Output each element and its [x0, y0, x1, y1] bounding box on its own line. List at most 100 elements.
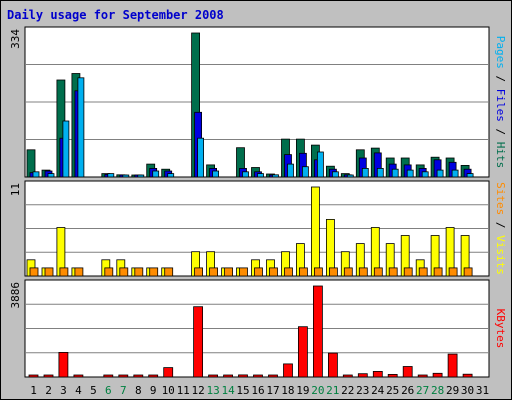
series-legend-label: KBytes — [494, 309, 507, 349]
x-tick-label: 26 — [401, 384, 414, 397]
x-tick-label: 23 — [356, 384, 369, 397]
x-tick-label: 15 — [236, 384, 249, 397]
bar-pages — [406, 169, 414, 178]
bar-pages — [197, 137, 205, 178]
bar-pages — [451, 169, 459, 178]
bar-sites — [224, 267, 234, 277]
legend-part: KBytes — [494, 309, 507, 349]
bar-pages — [376, 167, 384, 178]
legend-part: Sites — [494, 182, 507, 215]
bar-sites — [403, 267, 413, 277]
bar-sites — [284, 267, 293, 277]
bar-sites — [388, 267, 398, 277]
panel-kbytes: 3886 KBytes — [9, 279, 507, 378]
bar-pages — [346, 174, 354, 178]
bar-sites — [313, 267, 323, 277]
bar-sites — [328, 267, 338, 277]
legend-part: Pages — [494, 36, 507, 69]
bar-pages — [77, 77, 85, 178]
x-tick-label: 11 — [177, 384, 190, 397]
bar-sites — [74, 267, 84, 277]
bar-kbytes — [193, 306, 204, 378]
series-legend-label: Sites / Visits — [494, 182, 507, 275]
bar-kbytes — [297, 326, 308, 378]
x-tick-label: 17 — [266, 384, 279, 397]
x-tick-label: 2 — [45, 384, 52, 397]
bar-sites — [269, 267, 278, 277]
y-max-label: 11 — [9, 183, 22, 196]
y-max-label: 334 — [9, 29, 22, 49]
legend-part: / — [494, 122, 507, 142]
x-tick-label: 20 — [311, 384, 324, 397]
bar-pages — [257, 173, 264, 178]
bar-pages — [466, 173, 474, 178]
bar-pages — [361, 167, 369, 178]
bar-kbytes — [312, 285, 323, 378]
x-tick-label: 16 — [251, 384, 264, 397]
bar-sites — [463, 267, 473, 277]
bar-pages — [47, 173, 55, 178]
x-tick-label: 5 — [90, 384, 97, 397]
bar-kbytes — [432, 372, 443, 378]
bar-kbytes — [402, 366, 413, 378]
bar-pages — [272, 174, 279, 178]
legend-part: Files — [494, 89, 507, 122]
x-tick-label: 8 — [135, 384, 142, 397]
bar-kbytes — [462, 373, 473, 378]
y-max-label: 3886 — [9, 282, 22, 309]
bar-pages — [152, 170, 160, 178]
bar-pages — [107, 173, 115, 178]
bar-kbytes — [58, 351, 69, 378]
x-tick-label: 10 — [162, 384, 175, 397]
panel-visits-sites: 11 Sites / Visits — [9, 180, 507, 277]
bar-pages — [301, 166, 309, 178]
bar-kbytes — [342, 374, 353, 378]
bar-sites — [343, 267, 353, 277]
x-tick-label: 4 — [75, 384, 82, 397]
x-tick-label: 6 — [105, 384, 112, 397]
x-tick-label: 18 — [281, 384, 294, 397]
legend-part: Hits — [494, 142, 507, 169]
x-tick-label: 22 — [341, 384, 354, 397]
bar-pages — [122, 174, 130, 178]
bar-pages — [32, 171, 40, 178]
x-tick-label: 30 — [461, 384, 474, 397]
bar-sites — [239, 267, 248, 277]
bar-sites — [254, 267, 263, 277]
bar-sites — [448, 267, 458, 277]
bar-kbytes — [73, 374, 84, 378]
bar-pages — [212, 170, 220, 178]
bar-kbytes — [148, 374, 159, 378]
bar-pages — [421, 171, 429, 178]
x-tick-label: 1 — [30, 384, 37, 397]
x-tick-label: 24 — [371, 384, 385, 397]
x-tick-label: 7 — [120, 384, 127, 397]
bar-sites — [134, 267, 144, 277]
bar-kbytes — [28, 374, 39, 378]
x-tick-label: 3 — [60, 384, 67, 397]
series-legend-label: Pages / Files / Hits — [494, 36, 507, 169]
bar-sites — [433, 267, 443, 277]
bar-sites — [373, 267, 383, 277]
bar-kbytes — [387, 373, 398, 378]
x-tick-label: 25 — [386, 384, 399, 397]
bar-kbytes — [327, 352, 338, 378]
bar-kbytes — [163, 367, 174, 378]
bar-sites — [29, 267, 39, 277]
x-tick-label: 12 — [191, 384, 204, 397]
x-tick-label: 29 — [446, 384, 459, 397]
bar-sites — [164, 267, 174, 277]
bar-kbytes — [283, 363, 293, 378]
bar-kbytes — [133, 374, 144, 378]
bar-kbytes — [357, 373, 368, 378]
chart-title: Daily usage for September 2008 — [7, 8, 224, 22]
bar-kbytes — [223, 374, 234, 378]
x-tick-label: 9 — [150, 384, 157, 397]
x-tick-label: 28 — [431, 384, 444, 397]
bar-pages — [331, 171, 339, 178]
legend-part: / — [494, 69, 507, 89]
bar-pages — [137, 174, 145, 178]
bar-pages — [316, 151, 324, 178]
